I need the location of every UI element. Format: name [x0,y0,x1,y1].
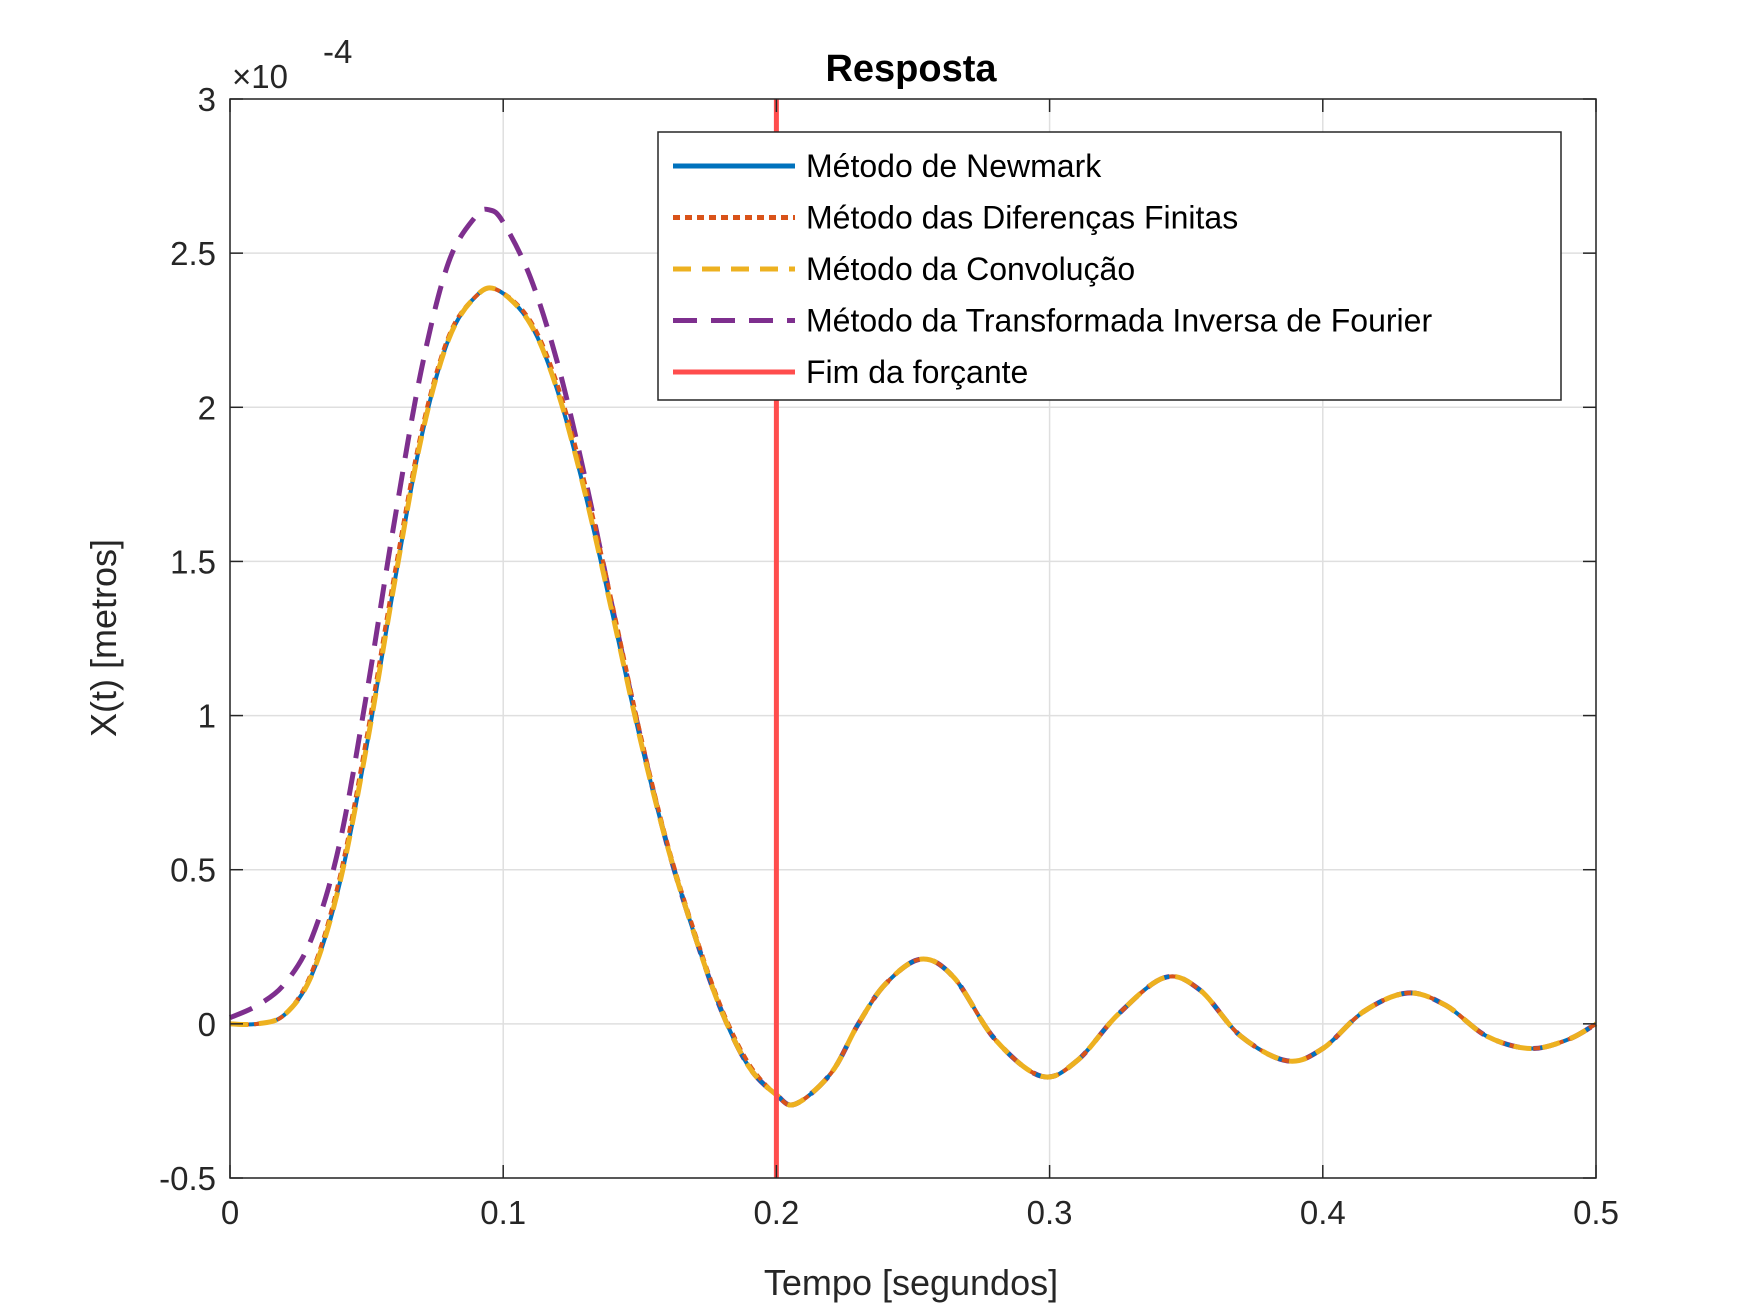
x-tick-label: 0.4 [1300,1194,1346,1231]
legend-label: Método das Diferenças Finitas [806,200,1238,236]
x-tick-label: 0 [221,1194,239,1231]
legend-box [657,131,1562,401]
y-axis-label: X(t) [metros] [83,539,124,737]
axes-box [229,98,1597,1179]
legend-label: Método de Newmark [806,148,1102,184]
chart-title: Resposta [825,48,997,90]
tick-labels: 0 0.1 0.2 0.3 0.4 0.5-0.500.511.522.53 [159,81,1619,1231]
y-tick-label: 1 [198,698,216,735]
tick-marks [229,98,1597,1179]
x-tick-label: 0.3 [1027,1194,1073,1231]
legend-label: Fim da forçante [806,354,1028,390]
y-tick-label: 0.5 [170,852,216,889]
y-multiplier-exponent: -4 [323,33,352,70]
x-tick-label: 0.2 [753,1194,799,1231]
y-tick-label: 2.5 [170,235,216,272]
y-tick-label: 2 [198,389,216,426]
y-tick-label: 3 [198,81,216,118]
x-axis-label: Tempo [segundos] [764,1262,1058,1303]
y-tick-label: 1.5 [170,543,216,580]
legend-label: Método da Convolução [806,251,1135,287]
series-line-2 [229,285,1598,1108]
legend: Método de Newmark Método das Diferenças F… [657,131,1562,401]
x-tick-label: 0.5 [1573,1194,1619,1231]
legend-label: Método da Transformada Inversa de Fourie… [806,303,1432,339]
y-tick-label: -0.5 [159,1160,216,1197]
y-tick-label: 0 [198,1006,216,1043]
x-tick-label: 0.1 [480,1194,526,1231]
y-multiplier-label: ×10 [232,58,288,95]
